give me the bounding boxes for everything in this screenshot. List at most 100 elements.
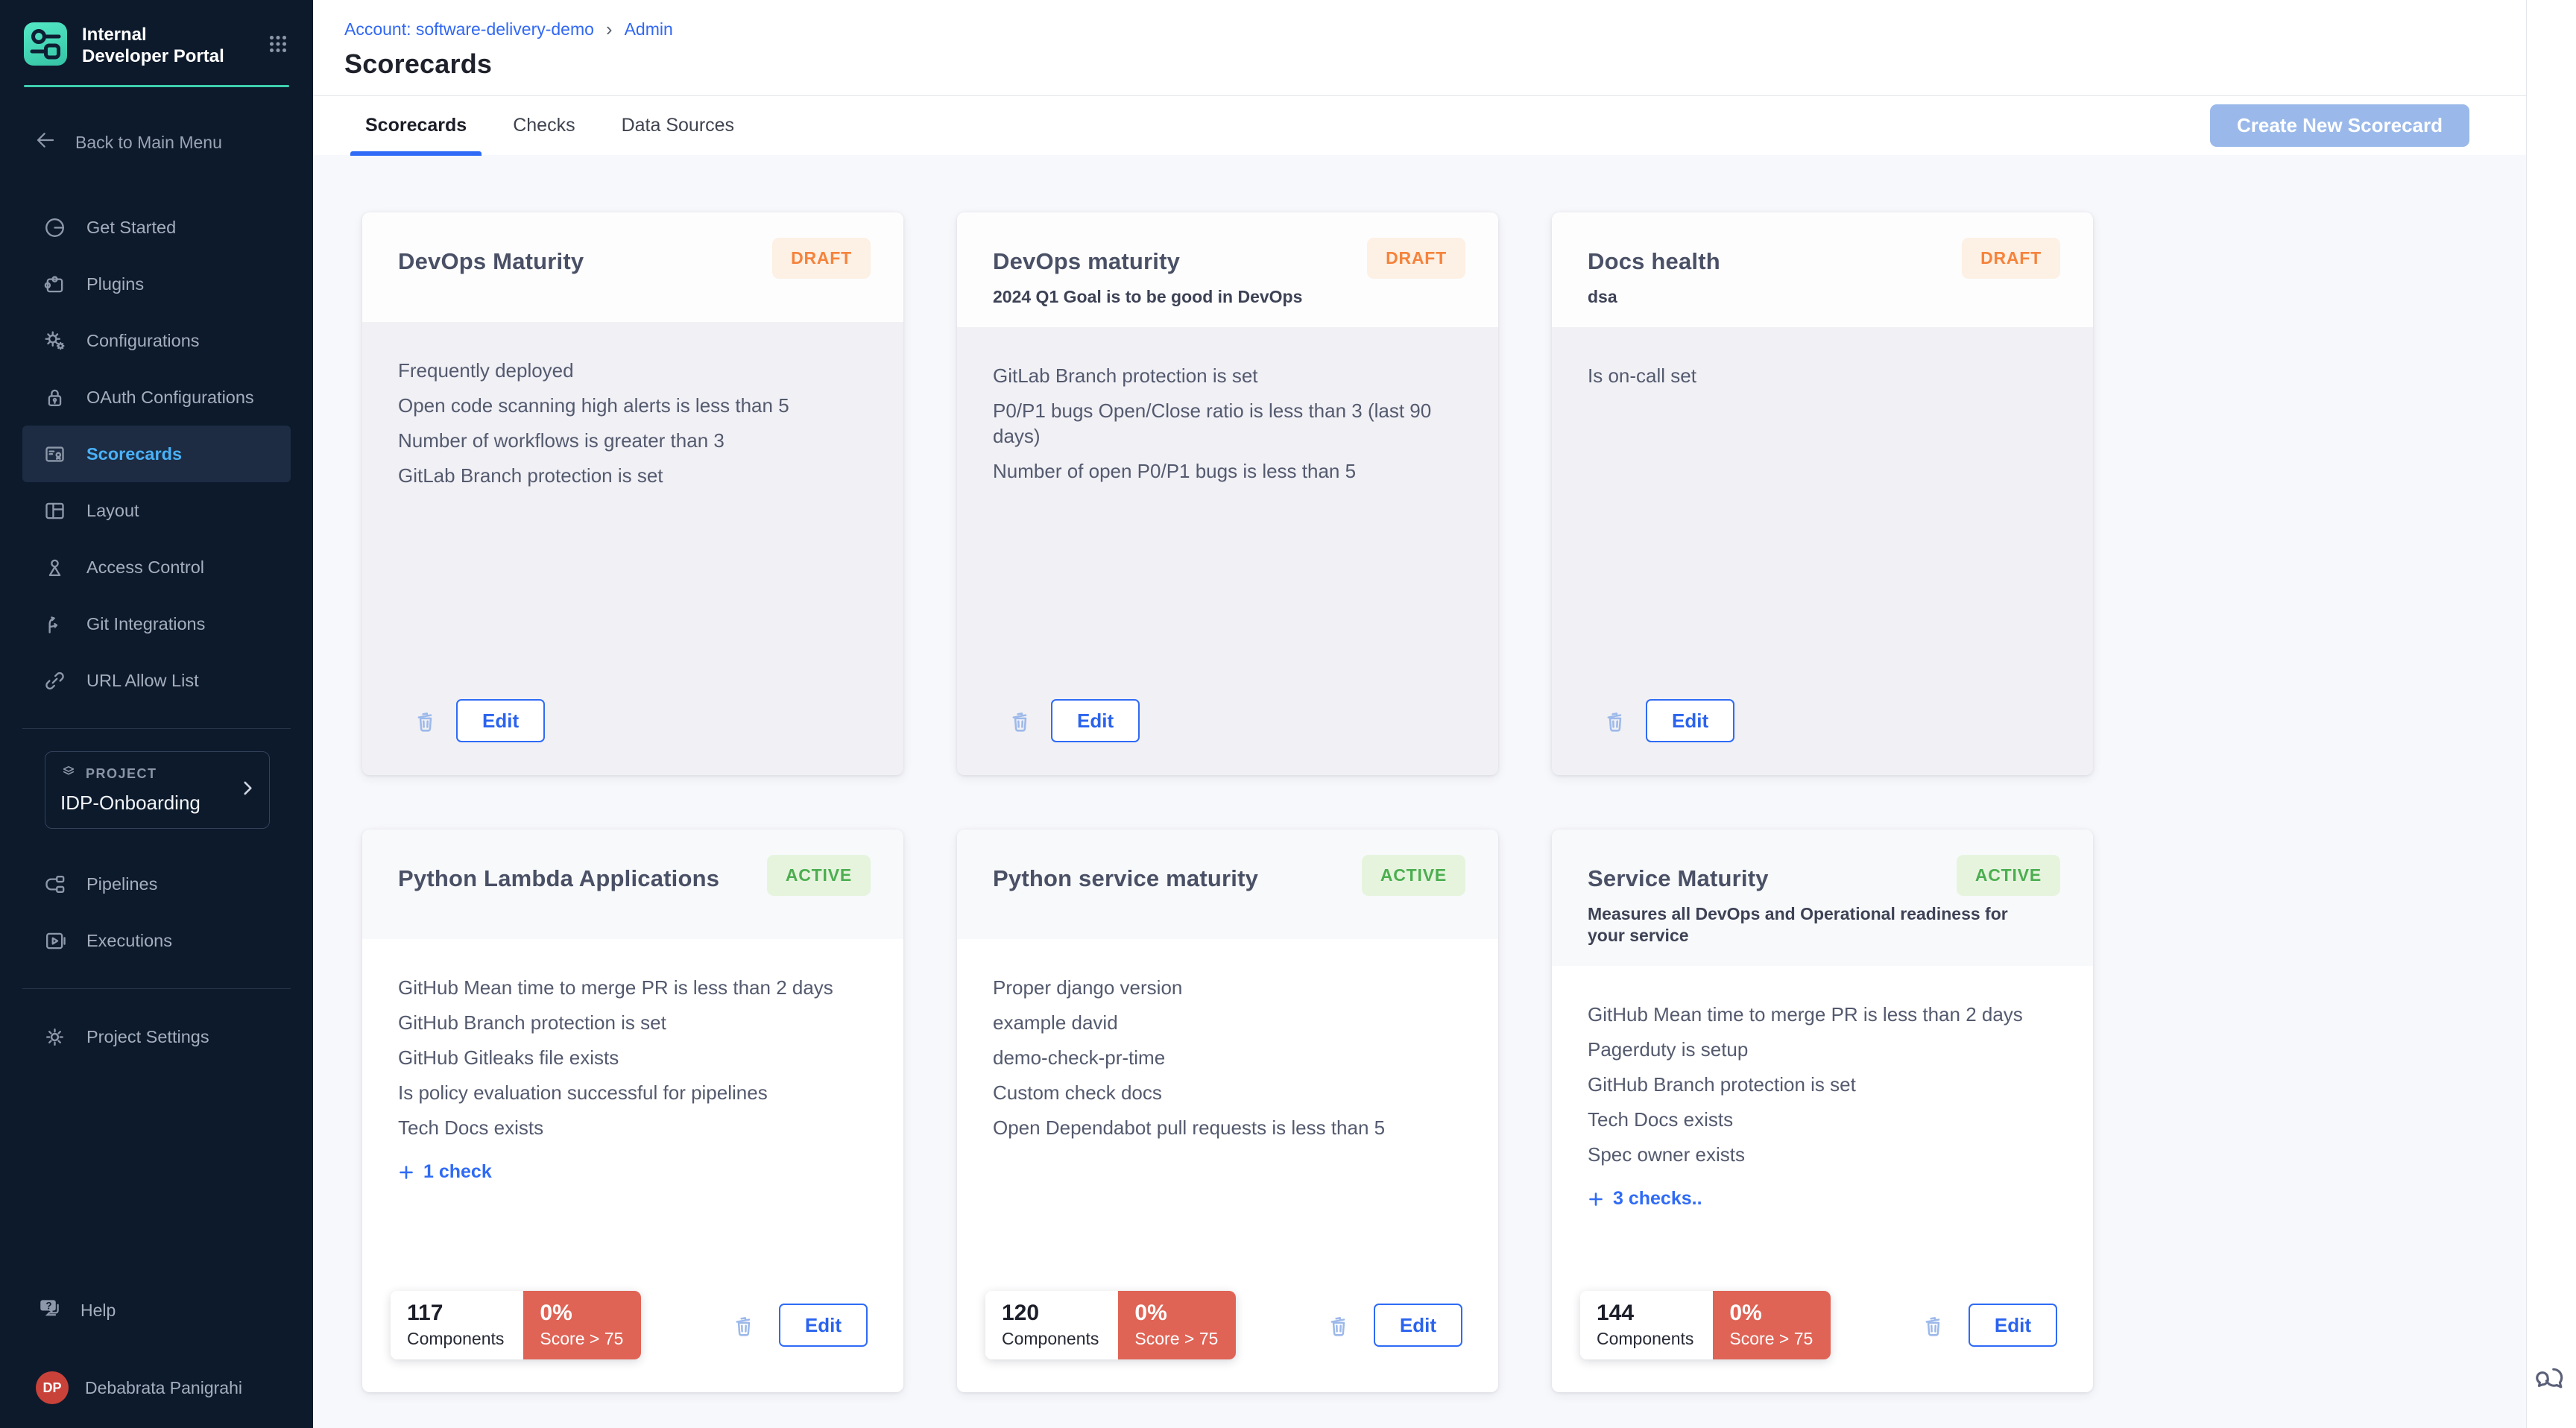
score-stats: 144 Components 0% Score > 75 [1580, 1291, 1831, 1359]
breadcrumb-account-link[interactable]: Account: software-delivery-demo [344, 19, 594, 39]
scorecard-card: Docs health DRAFT dsa Is on-call set [1552, 212, 2093, 775]
expand-checks-link[interactable]: 1 check [398, 1161, 492, 1183]
card-title: Docs health [1588, 248, 1720, 274]
check-item: Tech Docs exists [398, 1116, 544, 1139]
sidebar-item-oauth-configurations[interactable]: OAuth Configurations [0, 369, 313, 426]
tab-bar: Scorecards Checks Data Sources Create Ne… [313, 95, 2526, 156]
delete-scorecard-button[interactable] [1325, 1309, 1353, 1341]
project-selector[interactable]: PROJECT IDP-Onboarding [45, 751, 270, 829]
person-icon [42, 555, 67, 580]
gears-icon [42, 328, 67, 353]
scorecard-icon [42, 441, 67, 467]
sidebar-item-executions[interactable]: Executions [0, 912, 313, 969]
edit-scorecard-button[interactable]: Edit [1051, 699, 1140, 742]
check-list: GitLab Branch protection is set P0/P1 bug… [993, 363, 1462, 484]
breadcrumb-admin-link[interactable]: Admin [624, 19, 673, 39]
check-list: GitHub Mean time to merge PR is less tha… [1588, 1002, 2057, 1167]
tab-data-sources[interactable]: Data Sources [621, 115, 735, 136]
score-percent: 0% [540, 1301, 572, 1325]
edit-scorecard-button[interactable]: Edit [1646, 699, 1735, 742]
scorecards-grid: DevOps Maturity DRAFT Frequently deploye… [362, 212, 2526, 1392]
sidebar-item-layout[interactable]: Layout [0, 482, 313, 539]
back-to-main-menu[interactable]: Back to Main Menu [0, 126, 313, 159]
project-nav: Pipelines Executions [0, 856, 313, 969]
sidebar-item-get-started[interactable]: Get Started [0, 199, 313, 256]
layout-icon [42, 498, 67, 523]
sidebar-item-label: Layout [86, 500, 139, 520]
check-item: Proper django version [993, 976, 1183, 999]
sidebar-item-git-integrations[interactable]: Git Integrations [0, 595, 313, 652]
edit-scorecard-button[interactable]: Edit [1373, 1304, 1462, 1347]
arrow-left-icon [34, 128, 57, 157]
edit-scorecard-button[interactable]: Edit [778, 1304, 868, 1347]
check-list: Proper django version example david demo-c… [993, 975, 1462, 1140]
check-item: P0/P1 bugs Open/Close ratio is less than… [993, 399, 1432, 447]
delete-scorecard-button[interactable] [1601, 705, 1629, 736]
status-badge: ACTIVE [766, 855, 871, 896]
expand-checks-link[interactable]: 3 checks.. [1588, 1188, 1702, 1210]
app-switcher-icon[interactable] [265, 22, 291, 59]
components-count: 144 [1597, 1301, 1635, 1325]
sidebar-item-label: Project Settings [86, 1026, 209, 1046]
delete-scorecard-button[interactable] [411, 705, 440, 736]
layers-icon [60, 764, 77, 784]
create-new-scorecard-button[interactable]: Create New Scorecard [2209, 104, 2469, 147]
sidebar-item-project-settings[interactable]: Project Settings [0, 1008, 313, 1065]
project-eyebrow: PROJECT [86, 766, 157, 781]
check-item: demo-check-pr-time [993, 1046, 1166, 1069]
check-item: Is policy evaluation successful for pipe… [398, 1081, 768, 1104]
score-label: Score > 75 [1729, 1329, 1813, 1348]
check-item: GitHub Gitleaks file exists [398, 1046, 619, 1069]
sidebar-item-scorecards[interactable]: Scorecards [22, 426, 291, 482]
help-chat-icon: ? [37, 1295, 63, 1325]
delete-scorecard-button[interactable] [1006, 705, 1035, 736]
gear-icon [42, 1024, 67, 1049]
sidebar-item-plugins[interactable]: Plugins [0, 256, 313, 312]
score-label: Score > 75 [1134, 1329, 1219, 1348]
edit-scorecard-button[interactable]: Edit [1968, 1304, 2057, 1347]
check-item: GitHub Branch protection is set [1588, 1073, 1856, 1096]
tab-scorecards[interactable]: Scorecards [350, 96, 482, 156]
check-item: Tech Docs exists [1588, 1108, 1734, 1131]
score-percent: 0% [1729, 1301, 1762, 1325]
lock-icon [42, 385, 67, 410]
status-badge: ACTIVE [1361, 855, 1465, 896]
plus-icon [1589, 1192, 1603, 1206]
edit-scorecard-button[interactable]: Edit [456, 699, 546, 742]
check-item: Open code scanning high alerts is less t… [398, 394, 789, 417]
card-title: Service Maturity [1588, 865, 1769, 891]
check-list: Is on-call set [1588, 363, 2057, 388]
status-badge: DRAFT [1962, 238, 2060, 279]
delete-scorecard-button[interactable] [1919, 1309, 1948, 1341]
check-list: GitHub Mean time to merge PR is less tha… [398, 975, 868, 1140]
right-rail [2526, 0, 2576, 1428]
sidebar-item-label: Access Control [86, 557, 205, 577]
sidebar-item-label: OAuth Configurations [86, 387, 254, 407]
tab-checks[interactable]: Checks [513, 115, 575, 136]
svg-text:?: ? [45, 1300, 51, 1311]
status-badge: DRAFT [1367, 238, 1465, 279]
card-title: DevOps maturity [993, 248, 1181, 274]
sidebar-item-configurations[interactable]: Configurations [0, 312, 313, 369]
sidebar-item-pipelines[interactable]: Pipelines [0, 856, 313, 912]
idp-logo-icon [24, 22, 67, 66]
sidebar-item-label: Git Integrations [86, 613, 206, 634]
check-item: GitHub Branch protection is set [398, 1011, 666, 1034]
executions-icon [42, 928, 67, 953]
chat-support-icon[interactable] [2535, 1363, 2568, 1398]
admin-nav: Get Started Plugins Configurations [0, 199, 313, 709]
check-item: Open Dependabot pull requests is less th… [993, 1116, 1386, 1139]
delete-scorecard-button[interactable] [730, 1309, 758, 1341]
score-stats: 117 Components 0% Score > 75 [391, 1291, 642, 1359]
user-menu[interactable]: DP Debabrata Panigrahi [0, 1371, 313, 1404]
scorecard-card: Python service maturity ACTIVE Proper dj… [957, 830, 1498, 1392]
check-item: GitHub Mean time to merge PR is less tha… [398, 976, 833, 999]
sidebar-divider [22, 728, 291, 729]
sidebar-item-label: URL Allow List [86, 670, 199, 690]
help-button[interactable]: ? Help [0, 1288, 313, 1333]
sidebar-item-access-control[interactable]: Access Control [0, 539, 313, 595]
main-area: Account: software-delivery-demo › Admin … [313, 0, 2526, 1428]
scorecard-card: Service Maturity ACTIVE Measures all Dev… [1552, 830, 2093, 1392]
sidebar-item-url-allow-list[interactable]: URL Allow List [0, 652, 313, 709]
